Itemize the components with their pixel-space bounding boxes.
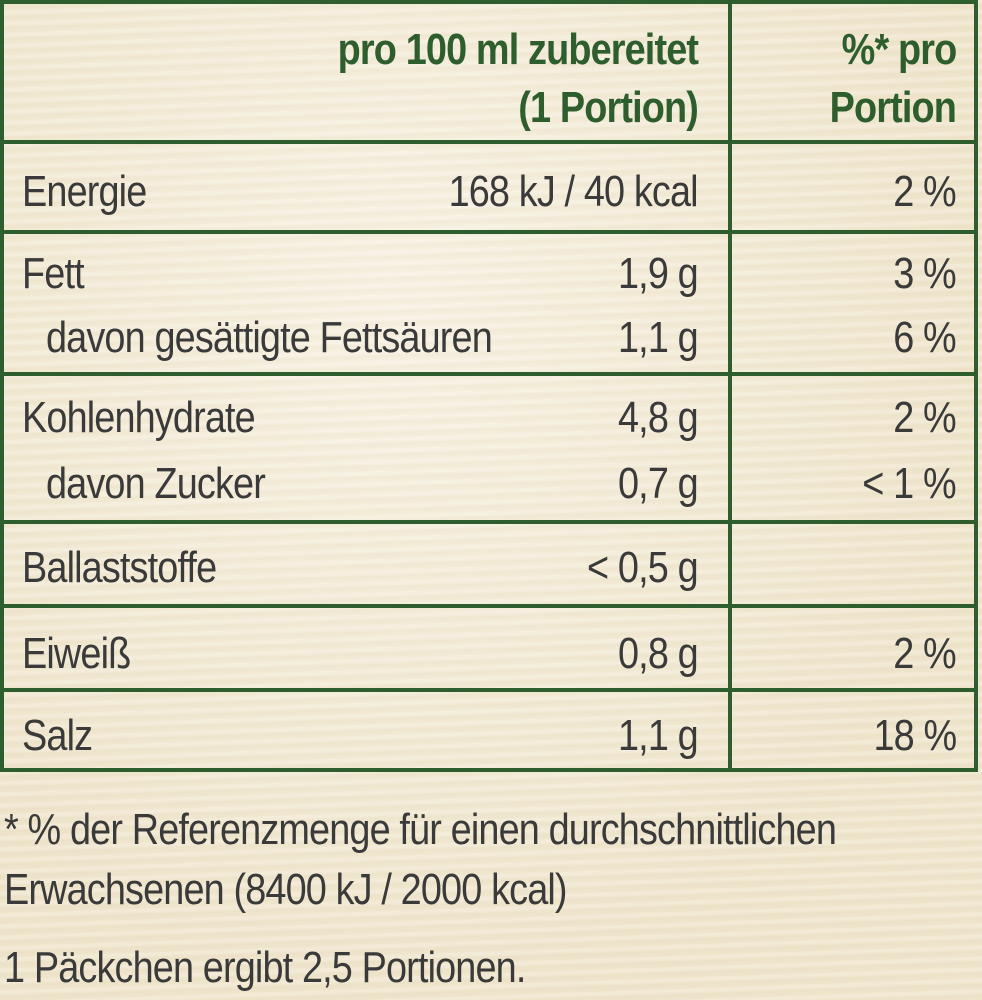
- nutrition-table: pro 100 ml zubereitet (1 Portion) %* pro…: [0, 0, 978, 772]
- row-value-energie: 168 kJ / 40 kcal: [448, 167, 699, 216]
- footnote-reference: * % der Referenzmenge für einen durchsch…: [4, 805, 837, 854]
- header-portion: Portion: [829, 83, 957, 132]
- header-portion-note: (1 Portion): [518, 83, 699, 132]
- row-percent-fett: 3 %: [893, 249, 956, 298]
- row-divider: [4, 230, 974, 234]
- row-percent-kohlenhydrate: 2 %: [893, 393, 956, 442]
- header-per-100ml: pro 100 ml zubereitet: [337, 25, 699, 74]
- row-label-energie: Energie: [22, 167, 147, 216]
- row-value-salz: 1,1 g: [618, 711, 699, 760]
- row-percent-energie: 2 %: [893, 167, 956, 216]
- column-divider: [728, 4, 732, 768]
- row-divider: [4, 604, 974, 608]
- footnote-portions: 1 Päckchen ergibt 2,5 Portionen.: [4, 943, 526, 992]
- row-value-saturated-fat: 1,1 g: [618, 313, 699, 362]
- row-percent-salz: 18 %: [873, 711, 957, 760]
- row-value-eiweiss: 0,8 g: [618, 629, 699, 678]
- row-percent-saturated-fat: 6 %: [893, 313, 956, 362]
- row-label-salz: Salz: [22, 711, 93, 760]
- row-value-kohlenhydrate: 4,8 g: [618, 393, 699, 442]
- row-divider: [4, 372, 974, 376]
- row-divider: [4, 140, 974, 144]
- row-percent-eiweiss: 2 %: [893, 629, 956, 678]
- row-percent-sugar: < 1 %: [862, 459, 956, 508]
- row-divider: [4, 520, 974, 524]
- row-label-fett: Fett: [22, 249, 85, 298]
- row-label-eiweiss: Eiweiß: [22, 629, 131, 678]
- row-label-ballaststoffe: Ballaststoffe: [22, 543, 217, 592]
- row-label-kohlenhydrate: Kohlenhydrate: [22, 393, 256, 442]
- row-label-saturated-fat: davon gesättigte Fettsäuren: [46, 313, 493, 362]
- row-label-sugar: davon Zucker: [46, 459, 266, 508]
- row-value-ballaststoffe: < 0,5 g: [587, 543, 699, 592]
- row-value-sugar: 0,7 g: [618, 459, 699, 508]
- footnote-adult-intake: Erwachsenen (8400 kJ / 2000 kcal): [4, 865, 568, 914]
- header-percent: %* pro: [841, 25, 957, 74]
- row-divider: [4, 688, 974, 692]
- row-value-fett: 1,9 g: [618, 249, 699, 298]
